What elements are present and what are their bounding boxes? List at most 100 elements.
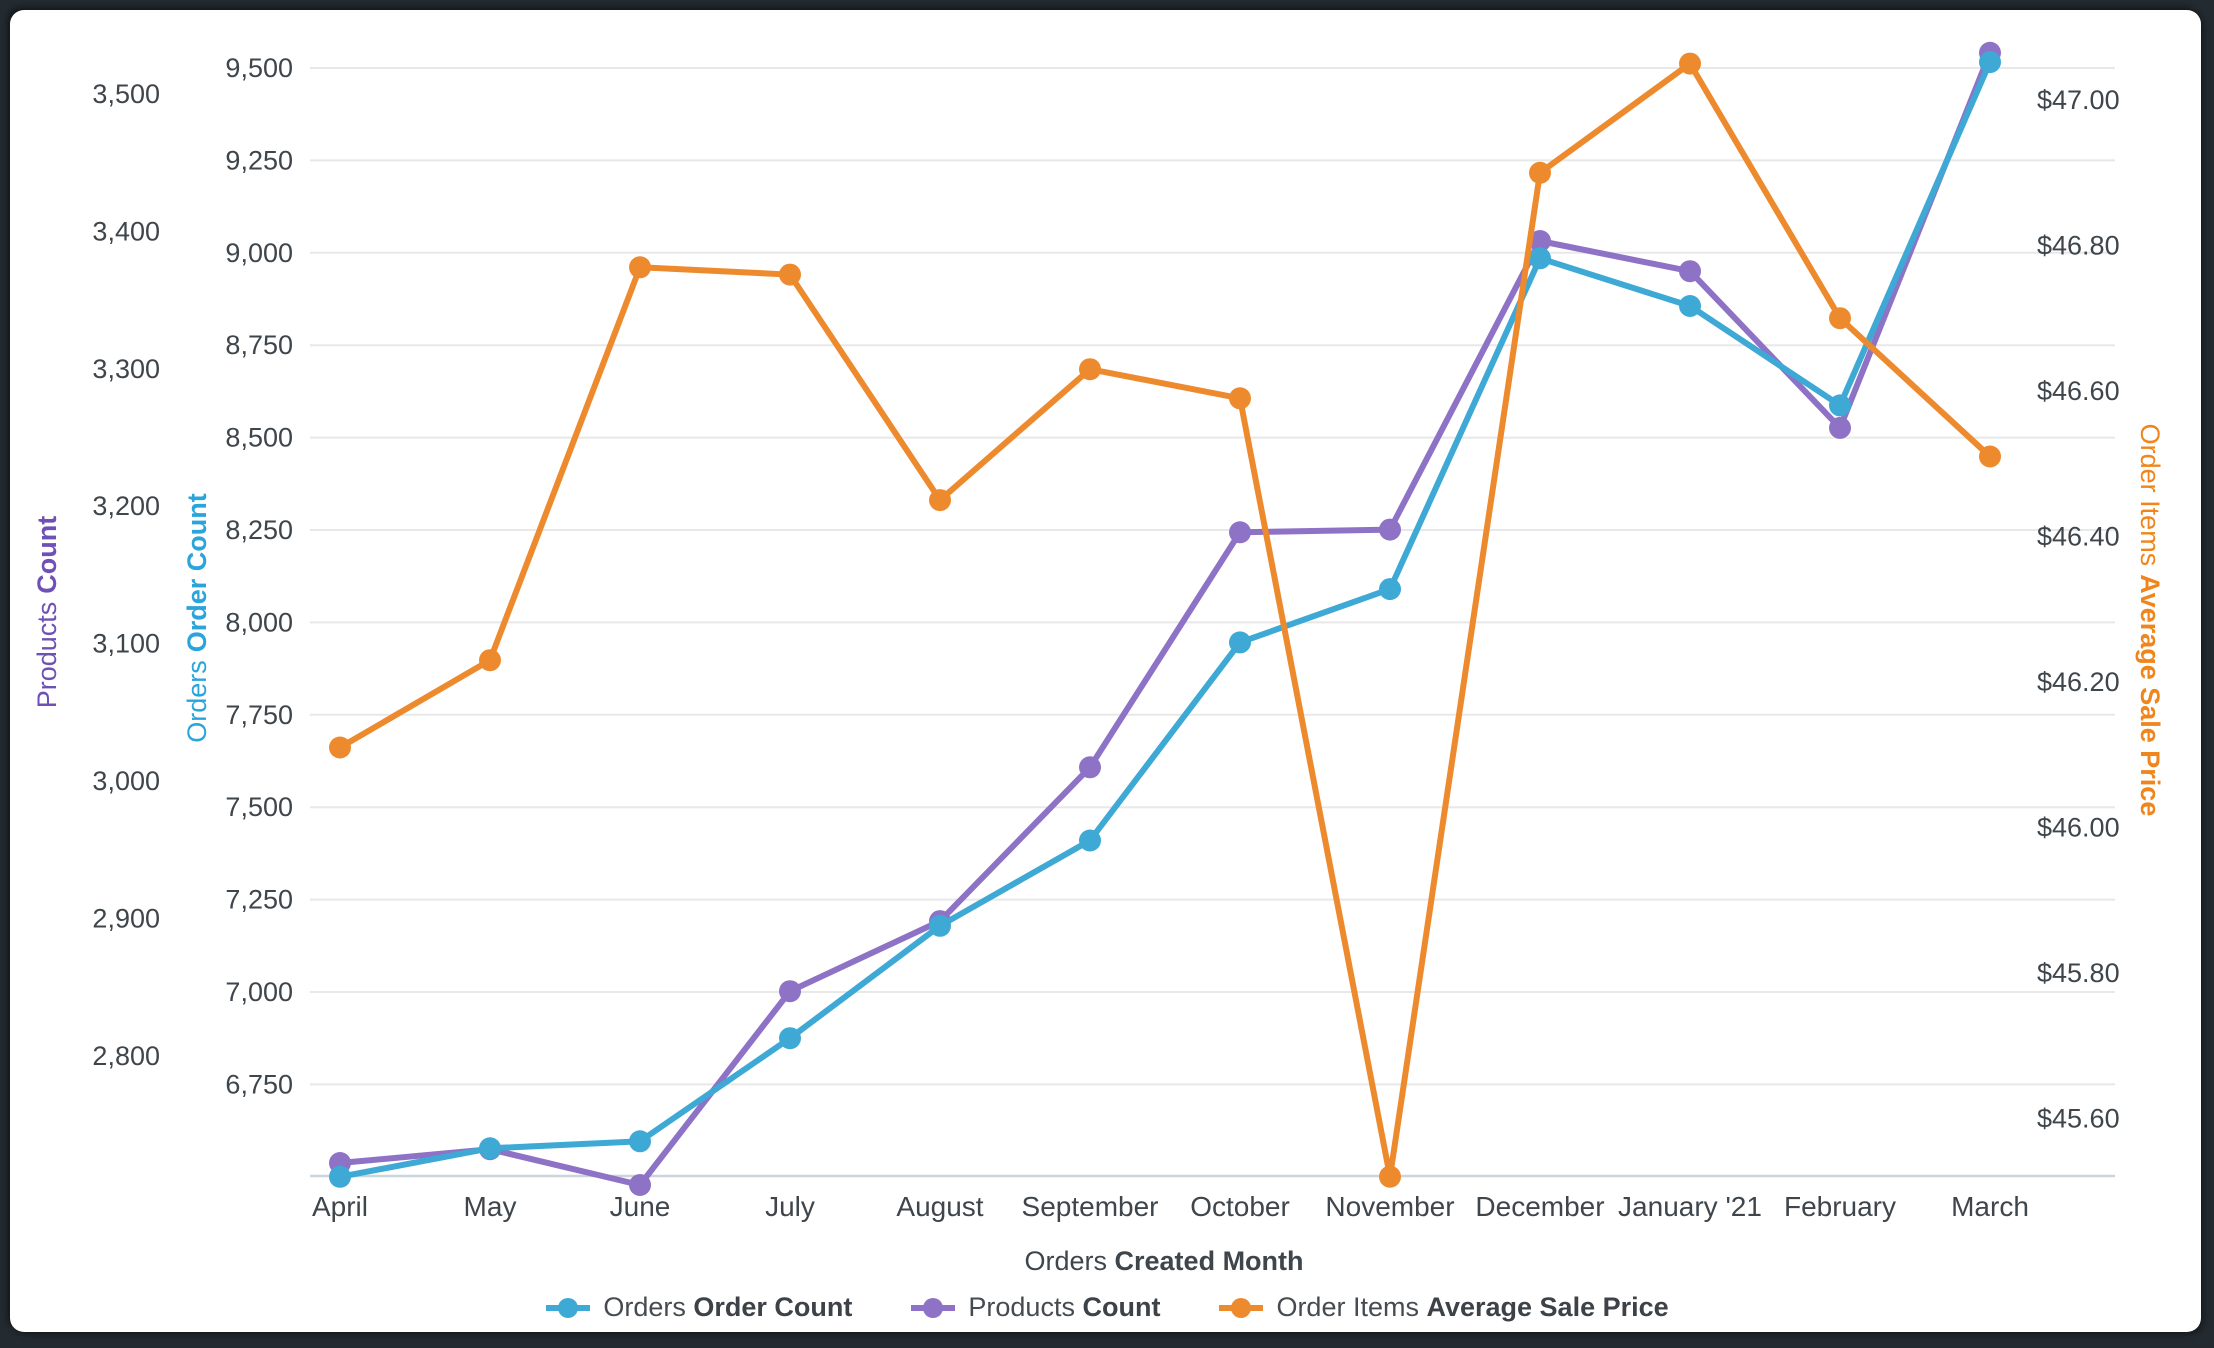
x-axis-label: October [1190, 1191, 1290, 1222]
y-axis-title-orders-bold: Order Count [182, 493, 212, 652]
tick-label-products: 3,000 [92, 766, 160, 796]
legend-marker-icon [911, 1297, 956, 1318]
data-point-products-6[interactable] [1229, 521, 1251, 544]
tick-label-orders: 7,750 [225, 700, 293, 730]
data-point-orders-8[interactable] [1529, 247, 1551, 270]
data-point-orders-11[interactable] [1979, 51, 2001, 74]
tick-label-price: $46.40 [2037, 522, 2120, 552]
x-axis-label: February [1784, 1191, 1896, 1222]
y-axis-title-price-bold: Average Sale Price [2135, 574, 2165, 816]
legend-label: Products Count [968, 1292, 1161, 1322]
y-axis-title-price-regular: Order Items [2135, 424, 2165, 567]
x-axis-label: September [1022, 1191, 1159, 1222]
tick-label-products: 3,500 [92, 79, 160, 109]
tick-label-orders: 7,000 [225, 977, 293, 1007]
x-axis-label: August [896, 1191, 983, 1222]
x-axis-label: January '21 [1618, 1191, 1762, 1222]
data-point-orders-4[interactable] [929, 914, 951, 937]
data-point-orders-2[interactable] [629, 1130, 651, 1153]
tick-label-price: $47.00 [2037, 85, 2120, 115]
tick-label-products: 3,200 [92, 491, 160, 521]
data-point-products-2[interactable] [629, 1174, 651, 1196]
data-point-price-0[interactable] [329, 736, 351, 759]
data-point-price-4[interactable] [929, 489, 951, 512]
series-line-orders [337, 59, 1993, 1180]
series-lines [329, 41, 2001, 1196]
tick-label-price: $46.60 [2037, 376, 2120, 406]
series-line-products [337, 49, 1993, 1188]
y-axis-title-products-bold: Count [32, 516, 62, 594]
y-axis-title-products-regular: Products [32, 602, 62, 709]
tick-label-products: 3,300 [92, 354, 160, 384]
data-point-orders-10[interactable] [1829, 394, 1851, 417]
gridlines [310, 67, 2115, 1086]
tick-label-orders: 8,250 [225, 515, 293, 545]
data-point-orders-7[interactable] [1379, 578, 1401, 601]
tick-label-products: 2,900 [92, 903, 160, 933]
data-point-products-7[interactable] [1379, 518, 1401, 541]
tick-label-orders: 8,500 [225, 423, 293, 453]
y-axis-ticks-products: 3,500 3,400 3,300 3,200 3,100 3,000 2,900 2,800 [92, 79, 160, 1071]
tick-label-price: $45.60 [2037, 1104, 2120, 1134]
x-axis-label: June [610, 1191, 671, 1222]
legend-item-order-items-average-sale-price[interactable]: Order Items Average Sale Price [1218, 1292, 1669, 1323]
x-axis-label: July [765, 1191, 815, 1222]
x-axis-label: May [464, 1191, 517, 1222]
y-axis-ticks-price: $47.00 $46.80 $46.60 $46.40 $46.20 $46.00 $45.… [2037, 85, 2120, 1134]
legend-marker-icon [546, 1297, 591, 1318]
data-point-price-3[interactable] [779, 263, 801, 286]
tick-label-price: $46.80 [2037, 231, 2120, 261]
data-point-orders-3[interactable] [779, 1027, 801, 1050]
chart-card [10, 10, 2201, 1332]
data-point-price-11[interactable] [1979, 445, 2001, 468]
data-point-price-8[interactable] [1529, 161, 1551, 184]
legend: Orders Order Count Products Count Order … [0, 1292, 2214, 1323]
tick-label-orders: 7,250 [225, 885, 293, 915]
data-point-orders-1[interactable] [479, 1137, 501, 1160]
data-point-products-10[interactable] [1829, 416, 1851, 439]
x-axis-title-regular: Orders [1024, 1246, 1108, 1276]
data-point-orders-0[interactable] [329, 1165, 351, 1188]
tick-label-products: 3,400 [92, 216, 160, 246]
x-axis-labels: April May June July August September October No… [312, 1191, 2029, 1222]
tick-label-products: 2,800 [92, 1041, 160, 1071]
legend-item-products-count[interactable]: Products Count [910, 1292, 1160, 1323]
y-axis-ticks-orders: 9,500 9,250 9,000 8,750 8,500 8,250 8,000 7,750… [225, 53, 293, 1099]
data-point-price-1[interactable] [479, 649, 501, 672]
y-axis-title-orders-regular: Orders [182, 660, 212, 743]
data-point-products-5[interactable] [1079, 756, 1101, 779]
data-point-price-9[interactable] [1679, 52, 1701, 75]
x-axis-title-bold: Created Month [1114, 1246, 1304, 1276]
x-axis-label: November [1325, 1191, 1454, 1222]
y-axis-title-products: Products Count [32, 516, 62, 709]
data-point-orders-5[interactable] [1079, 829, 1101, 852]
legend-label: Orders Order Count [603, 1292, 853, 1322]
y-axis-title-price: Order Items Average Sale Price [2135, 424, 2165, 817]
data-point-price-6[interactable] [1229, 387, 1251, 410]
data-point-products-8[interactable] [1529, 230, 1551, 252]
tick-label-orders: 8,750 [225, 330, 293, 360]
tick-label-orders: 9,000 [225, 238, 293, 268]
y-axis-title-orders: Orders Order Count [182, 493, 212, 743]
data-point-orders-6[interactable] [1229, 631, 1251, 654]
tick-label-orders: 8,000 [225, 607, 293, 637]
legend-label: Order Items Average Sale Price [1276, 1292, 1669, 1322]
tick-label-orders: 9,500 [225, 53, 293, 83]
data-point-price-2[interactable] [629, 256, 651, 279]
data-point-price-7[interactable] [1379, 1165, 1401, 1188]
data-point-products-3[interactable] [779, 980, 801, 1003]
series-line-price [337, 60, 1993, 1180]
tick-label-orders: 9,250 [225, 145, 293, 175]
data-point-products-9[interactable] [1679, 260, 1701, 283]
x-axis-label: December [1475, 1191, 1604, 1222]
tick-label-products: 3,100 [92, 629, 160, 659]
data-point-price-10[interactable] [1829, 307, 1851, 330]
tick-label-orders: 7,500 [225, 792, 293, 822]
data-point-price-5[interactable] [1079, 358, 1101, 381]
data-point-orders-9[interactable] [1679, 295, 1701, 317]
legend-item-orders-order-count[interactable]: Orders Order Count [545, 1292, 852, 1323]
x-axis-label: March [1951, 1191, 2029, 1222]
tick-label-orders: 6,750 [225, 1069, 293, 1099]
